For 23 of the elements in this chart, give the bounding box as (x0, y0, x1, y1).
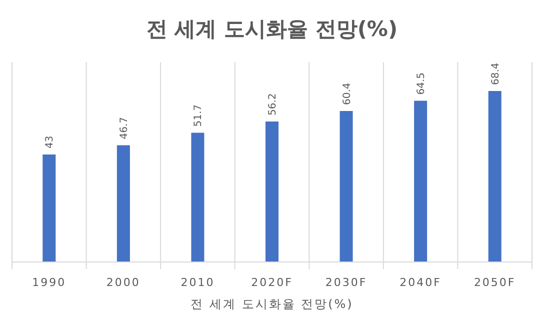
bar (266, 122, 278, 262)
x-tick-label: 1990 (32, 276, 66, 289)
data-label: 43 (44, 136, 56, 148)
bar (340, 111, 353, 262)
data-label: 60.4 (342, 82, 353, 105)
data-label: 51.7 (193, 104, 204, 127)
x-tick-label: 2050F (474, 276, 516, 289)
x-tick-label: 2040F (400, 276, 442, 289)
x-tick-label: 2020F (251, 276, 293, 289)
data-label: 64.5 (416, 72, 428, 95)
bar (488, 91, 502, 262)
data-label: 68.4 (490, 62, 502, 85)
x-tick-label: 2000 (106, 276, 140, 289)
x-tick-label: 2030F (325, 276, 368, 289)
bar (191, 132, 204, 262)
chart-title: 전 세계 도시화율 전망(%) (146, 17, 398, 41)
bar (414, 100, 428, 262)
bar (116, 145, 130, 262)
data-label: 46.7 (118, 116, 130, 140)
data-label: 56.2 (268, 93, 278, 116)
x-axis-title: 전 세계 도시화율 전망(%) (190, 297, 354, 311)
bar (42, 154, 56, 262)
x-tick-label: 2010 (180, 276, 215, 289)
